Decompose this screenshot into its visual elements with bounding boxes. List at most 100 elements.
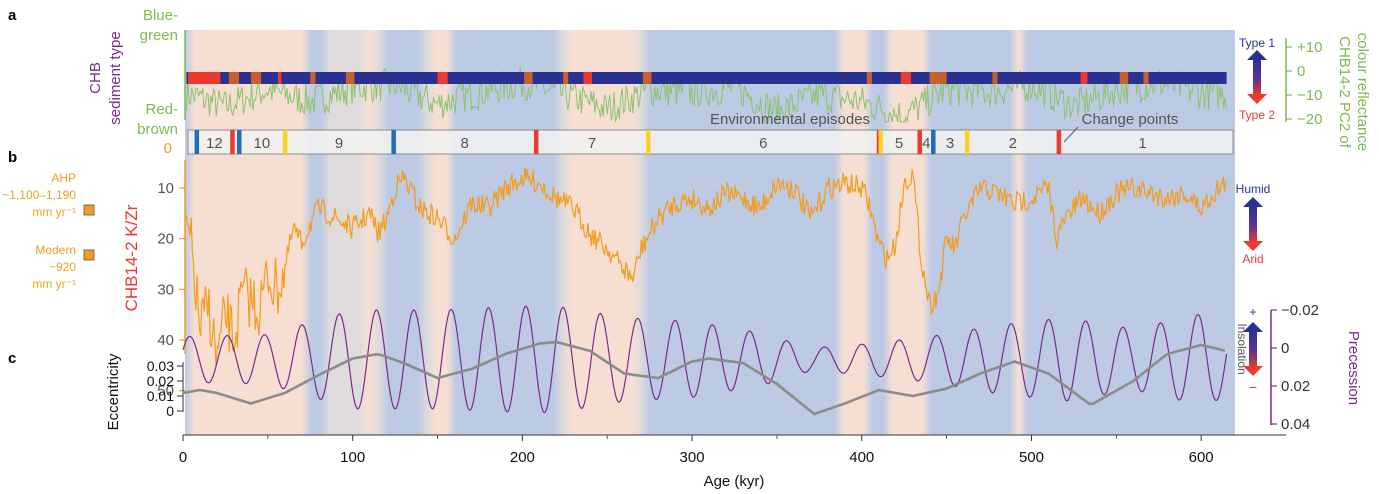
episodes-box bbox=[187, 129, 1234, 155]
episode-label: 4 bbox=[922, 135, 930, 152]
eccentricity-series bbox=[182, 340, 1226, 416]
sediment-type2-segment bbox=[228, 72, 239, 84]
modern-label-3: mm yr⁻¹ bbox=[32, 277, 76, 291]
humid-label: Humid bbox=[1236, 182, 1271, 196]
sediment-type2-segment bbox=[1143, 72, 1149, 84]
sediment-type2-segment bbox=[929, 72, 947, 84]
change-point-mark bbox=[230, 130, 235, 154]
episode-label: 1 bbox=[1138, 135, 1146, 152]
sediment-type2-segment bbox=[278, 72, 282, 84]
modern-label-2: ~920 bbox=[49, 260, 76, 274]
sediment-type2-segment bbox=[900, 72, 911, 84]
precession-tick-label: 0.04 bbox=[1281, 416, 1310, 433]
sediment-type2-segment bbox=[437, 72, 448, 84]
change-point-mark bbox=[533, 130, 539, 154]
climate-background bbox=[185, 30, 1235, 435]
change-point-mark bbox=[236, 130, 242, 154]
kzr-axis-ticks: 10 20 30 40 50 bbox=[157, 180, 185, 400]
sediment-type2-segment bbox=[524, 72, 533, 84]
eccentricity-line bbox=[182, 340, 1226, 416]
red-brown-label-1: Red- bbox=[145, 101, 178, 118]
x-tick-label: 600 bbox=[1189, 449, 1214, 466]
insolation-minus: − bbox=[1249, 379, 1257, 395]
precession-tick-label: 0 bbox=[1281, 340, 1289, 357]
change-point-mark bbox=[964, 130, 970, 154]
x-tick-label: 500 bbox=[1019, 449, 1044, 466]
arid-arrow-down-icon bbox=[1243, 241, 1263, 251]
panel-a: CHB sediment type Blue- green Red- brown… bbox=[87, 7, 1371, 151]
ahp-label-2: ~1,100–1,190 bbox=[2, 188, 76, 202]
pc2-axis-ticks: +10 0 −10 −20 bbox=[1286, 39, 1322, 128]
humid-arid-arrow-shaft bbox=[1249, 205, 1257, 243]
eccentricity-tick-label: 0 bbox=[166, 403, 174, 419]
panel-c: 00.010.020.03 Eccentricity −0.0200.020.0… bbox=[105, 302, 1362, 433]
eccentricity-tick-label: 0.02 bbox=[147, 373, 174, 389]
sediment-type2-segment bbox=[188, 72, 221, 84]
x-tick-label: 300 bbox=[680, 449, 705, 466]
change-point-mark bbox=[282, 130, 288, 154]
sediment-type2-segment bbox=[992, 72, 998, 84]
episodes-title: Environmental episodes bbox=[710, 111, 870, 128]
pc2-tick-label: +10 bbox=[1297, 39, 1322, 56]
kzr-tick-label: 50 bbox=[157, 383, 174, 400]
sediment-type2-segment bbox=[1119, 72, 1129, 84]
eccentricity-axis-ticks: 00.010.020.03 bbox=[147, 358, 183, 419]
episode-label: 5 bbox=[895, 135, 903, 152]
precession-line bbox=[182, 305, 1228, 414]
insolation-up-icon bbox=[1243, 322, 1263, 332]
precession-tick-label: −0.02 bbox=[1281, 302, 1319, 319]
sediment-type2-segment bbox=[345, 72, 355, 84]
pc2-tick-label: −20 bbox=[1297, 111, 1322, 128]
panel-label-c: c bbox=[8, 350, 16, 367]
sediment-type2-segment bbox=[866, 72, 872, 84]
type-arrow-shaft bbox=[1253, 58, 1261, 96]
modern-label-1: Modern bbox=[35, 243, 76, 257]
type1-label: Type 1 bbox=[1239, 36, 1275, 50]
sediment-type2-segment bbox=[1080, 72, 1088, 84]
insolation-plus: + bbox=[1249, 305, 1256, 319]
change-point-mark bbox=[194, 130, 200, 154]
x-axis: 0 100 200 300 400 500 600 Age (kyr) bbox=[179, 434, 1286, 490]
x-tick-label: 100 bbox=[340, 449, 365, 466]
change-points-pointer bbox=[1063, 126, 1079, 143]
episode-label: 10 bbox=[254, 135, 271, 152]
kzr-ylabel: CHB14-2 K/Zr bbox=[122, 204, 141, 311]
type-arrow-up-icon bbox=[1247, 50, 1267, 60]
humid-arrow-up-icon bbox=[1243, 197, 1263, 207]
eccentricity-ylabel: Eccentricity bbox=[105, 353, 122, 430]
ahp-marker bbox=[83, 204, 95, 216]
kzr-tick-label: 40 bbox=[157, 332, 174, 349]
pc2-ylabel-line1: CHB14-2 PC2 of bbox=[1336, 36, 1353, 149]
pc2-series bbox=[185, 66, 1227, 124]
change-point-mark bbox=[391, 130, 396, 154]
pc2-line bbox=[185, 66, 1227, 124]
change-point-mark bbox=[1056, 130, 1062, 154]
sediment-type2-segment bbox=[310, 72, 316, 84]
sediment-type2-segment bbox=[583, 72, 592, 84]
episode-label: 2 bbox=[1009, 135, 1017, 152]
episode-label: 7 bbox=[588, 135, 596, 152]
arid-label: Arid bbox=[1242, 252, 1263, 266]
pc2-tick-label: 0 bbox=[1297, 63, 1305, 80]
x-tick-label: 400 bbox=[849, 449, 874, 466]
panel-b: 10 20 30 40 50 CHB14-2 K/Zr AHP ~1,100–1,190… bbox=[2, 160, 1270, 400]
kzr-line bbox=[185, 167, 1227, 367]
episode-label: 12 bbox=[206, 135, 223, 152]
x-axis-label: Age (kyr) bbox=[704, 473, 765, 490]
blue-green-label-2: green bbox=[140, 27, 178, 44]
precession-tick-label: 0.02 bbox=[1281, 378, 1310, 395]
episodes-strip: 0 12 10 9 8 7 6 5 4 3 2 1 Environmental episodes C… bbox=[164, 111, 1234, 157]
panel-a-ylabel-line1: CHB bbox=[87, 62, 104, 94]
precession-series bbox=[182, 305, 1228, 414]
sediment-type2-segment bbox=[563, 72, 569, 84]
sediment-type2-segment bbox=[250, 72, 262, 84]
insolation-arrow-shaft bbox=[1249, 330, 1257, 368]
panel-label-a: a bbox=[8, 7, 17, 24]
modern-marker bbox=[83, 249, 95, 261]
kzr-tick-label: 10 bbox=[157, 180, 174, 197]
red-brown-label-2: brown bbox=[137, 121, 178, 138]
pc2-tick-label: −10 bbox=[1297, 87, 1322, 104]
kzr-tick-label: 30 bbox=[157, 281, 174, 298]
sediment-type-bar bbox=[186, 72, 1227, 84]
